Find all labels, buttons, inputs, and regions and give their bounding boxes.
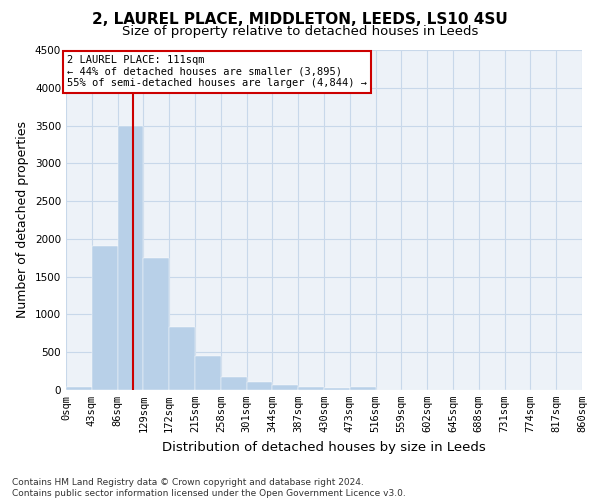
- Text: 2, LAUREL PLACE, MIDDLETON, LEEDS, LS10 4SU: 2, LAUREL PLACE, MIDDLETON, LEEDS, LS10 …: [92, 12, 508, 28]
- Bar: [143, 258, 169, 390]
- Bar: [324, 388, 350, 390]
- Bar: [272, 386, 298, 390]
- Bar: [66, 387, 92, 390]
- Bar: [195, 356, 221, 390]
- X-axis label: Distribution of detached houses by size in Leeds: Distribution of detached houses by size …: [162, 440, 486, 454]
- Bar: [221, 377, 247, 390]
- Y-axis label: Number of detached properties: Number of detached properties: [16, 122, 29, 318]
- Text: Size of property relative to detached houses in Leeds: Size of property relative to detached ho…: [122, 25, 478, 38]
- Bar: [92, 246, 118, 390]
- Bar: [350, 387, 376, 390]
- Bar: [118, 126, 143, 390]
- Text: Contains HM Land Registry data © Crown copyright and database right 2024.
Contai: Contains HM Land Registry data © Crown c…: [12, 478, 406, 498]
- Text: 2 LAUREL PLACE: 111sqm
← 44% of detached houses are smaller (3,895)
55% of semi-: 2 LAUREL PLACE: 111sqm ← 44% of detached…: [67, 56, 367, 88]
- Bar: [169, 328, 195, 390]
- Bar: [298, 388, 324, 390]
- Bar: [247, 382, 272, 390]
